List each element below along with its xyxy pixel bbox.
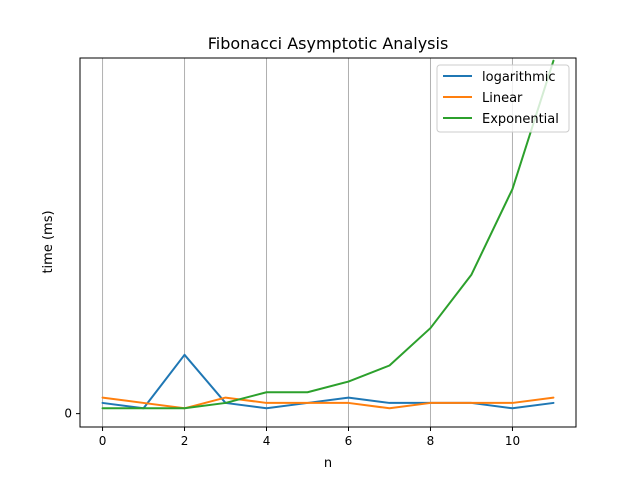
x-tick-label: 2	[181, 434, 189, 448]
y-tick-label: 0	[64, 407, 72, 421]
plot-area-frame	[79, 57, 577, 428]
x-tick-label: 10	[505, 434, 520, 448]
x-tick-label: 8	[427, 434, 435, 448]
x-tick-label: 4	[263, 434, 271, 448]
x-axis-label: n	[324, 456, 332, 471]
legend-label-exponential: Exponential	[482, 112, 559, 127]
x-tick-label: 0	[99, 434, 107, 448]
legend-box	[436, 64, 570, 133]
legend: logarithmic Linear Exponential	[436, 64, 570, 133]
series-line-exponential	[101, 59, 555, 410]
grid-lines	[102, 58, 513, 427]
axis-ticks: 0 2 4 6 8 10 0	[64, 407, 520, 448]
y-axis-label: time (ms)	[41, 210, 56, 273]
series-lines	[101, 59, 555, 410]
chart-title: Fibonacci Asymptotic Analysis	[208, 34, 449, 53]
legend-label-logarithmic: logarithmic	[482, 70, 556, 85]
legend-label-linear: Linear	[482, 91, 523, 106]
x-tick-label: 6	[345, 434, 353, 448]
